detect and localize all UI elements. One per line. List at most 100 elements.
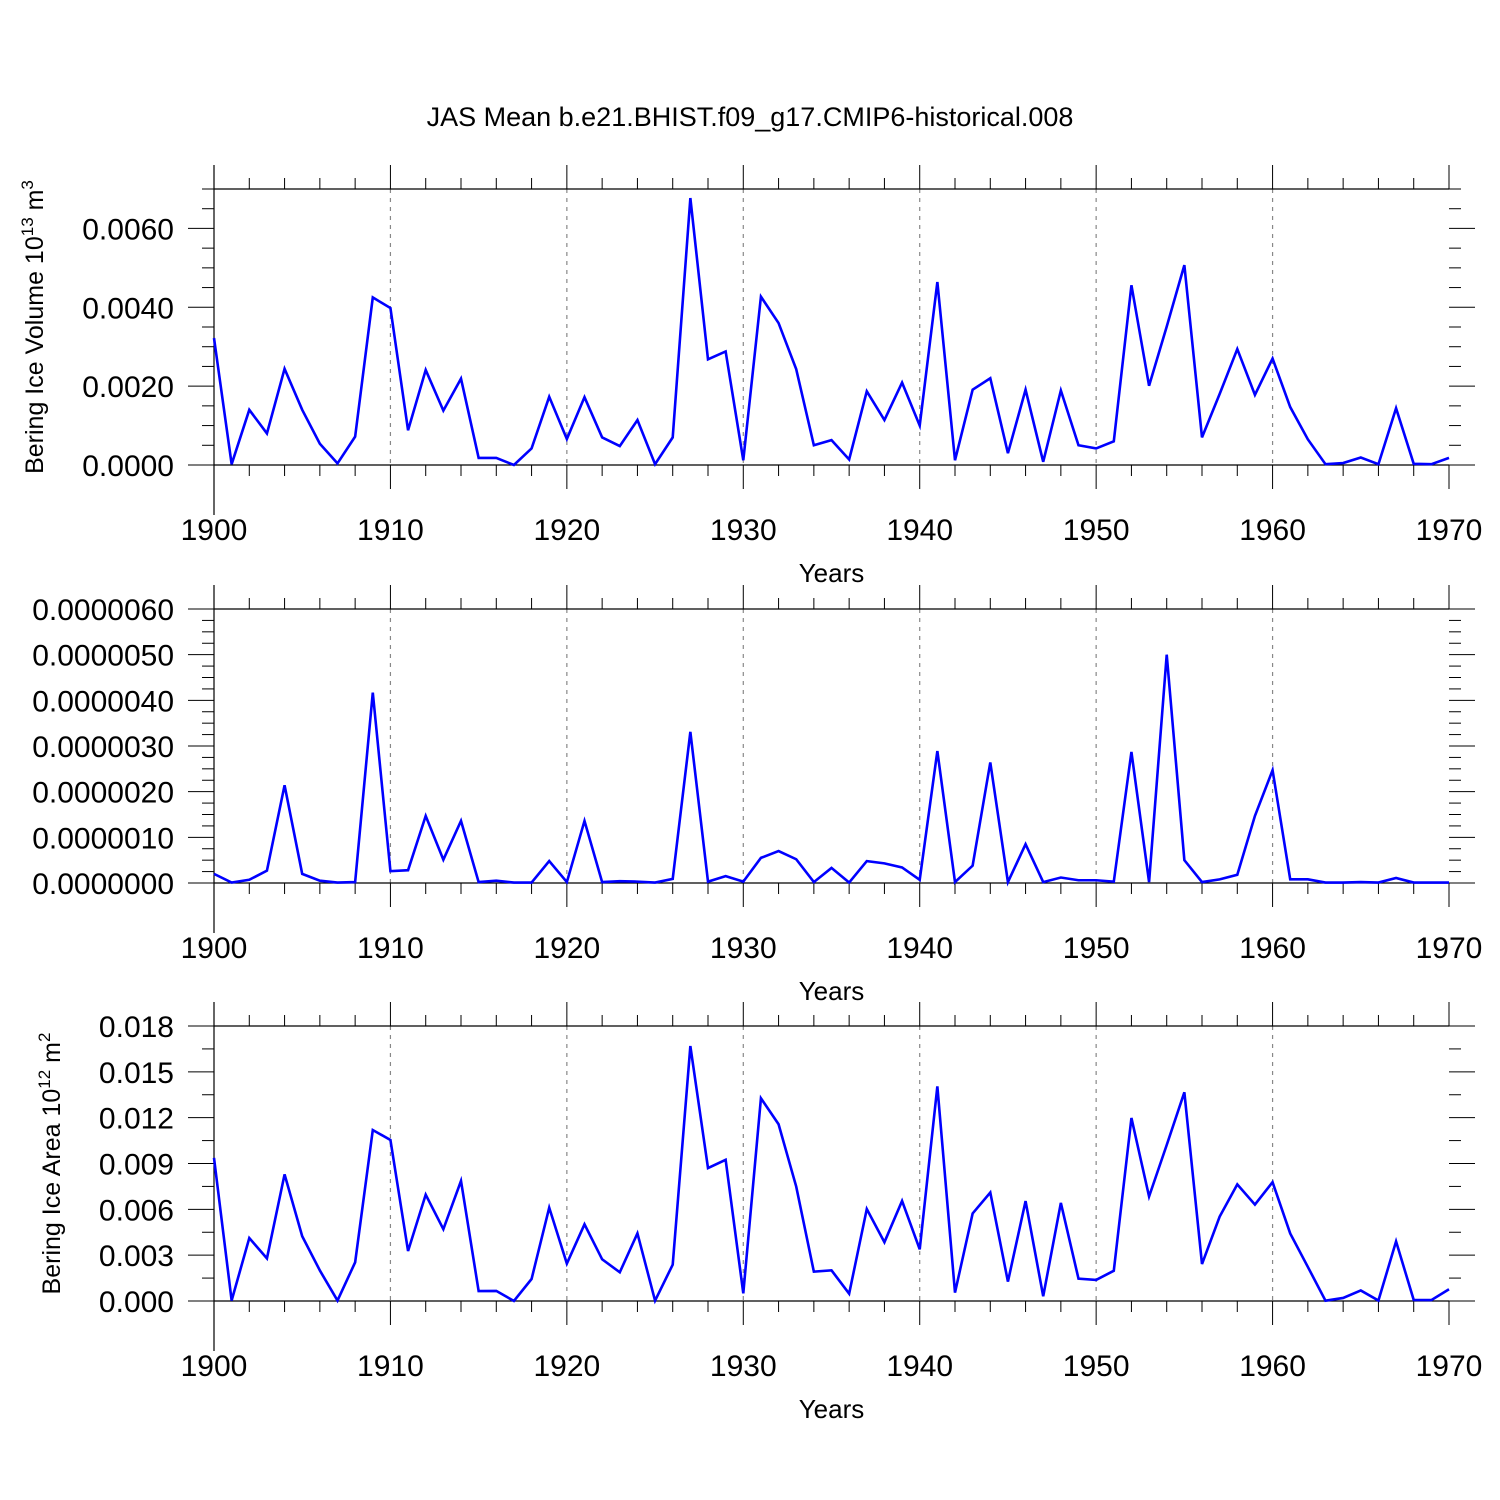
data-point: [1077, 444, 1079, 446]
data-point: [1342, 462, 1344, 464]
data-point: [954, 1291, 956, 1293]
series-line: [212, 197, 1450, 468]
data-point: [848, 881, 850, 883]
y-axis-label-exponent: 12: [35, 1070, 54, 1089]
data-point: [830, 867, 832, 869]
data-point: [407, 429, 409, 431]
y-tick-label: 0.018: [99, 1011, 174, 1044]
data-point: [283, 368, 285, 370]
data-point: [319, 443, 321, 445]
data-point: [1448, 457, 1450, 459]
panel-1: 1900 1910 1920 1930 1940 1950 1960 1970 0.0000 0.…: [18, 165, 1482, 588]
data-point: [477, 1290, 479, 1292]
data-point: [460, 1180, 462, 1182]
data-point: [601, 1258, 603, 1260]
data-point: [601, 881, 603, 883]
data-point: [1130, 751, 1132, 753]
data-point: [1430, 881, 1432, 883]
data-point: [566, 1262, 568, 1264]
y-tick-label: 0.0000040: [32, 685, 174, 718]
data-point: [1095, 879, 1097, 881]
data-point: [1007, 881, 1009, 883]
data-point: [936, 750, 938, 752]
x-axis-label: Years: [799, 1394, 865, 1424]
data-point: [266, 869, 268, 871]
data-point: [1377, 881, 1379, 883]
data-point: [1077, 1277, 1079, 1279]
y-axis-label-text: Bering Ice Area 10: [38, 1089, 66, 1295]
data-point: [283, 1173, 285, 1175]
data-point: [1183, 859, 1185, 861]
x-tick-label: 1950: [1063, 1350, 1130, 1383]
y-axis-label-unit-exponent: 2: [35, 1033, 54, 1042]
data-point: [530, 881, 532, 883]
data-point: [354, 435, 356, 437]
data-point: [248, 409, 250, 411]
y-tick-label: 0.012: [99, 1103, 174, 1136]
x-tick-label: 1910: [357, 932, 424, 965]
data-point: [389, 307, 391, 309]
data-point: [372, 691, 374, 693]
x-tick-label: 1900: [181, 1350, 248, 1383]
data-point: [971, 864, 973, 866]
data-point: [1289, 878, 1291, 880]
data-point: [760, 1097, 762, 1099]
data-point: [1413, 463, 1415, 465]
data-point: [460, 820, 462, 822]
y-tick-label: 0.003: [99, 1240, 174, 1273]
data-point: [1430, 463, 1432, 465]
data-point: [1342, 881, 1344, 883]
y-tick-label: 0.006: [99, 1194, 174, 1227]
data-point: [1095, 447, 1097, 449]
data-point: [1307, 1266, 1309, 1268]
data-point: [689, 1045, 691, 1047]
data-point: [795, 858, 797, 860]
data-point: [1042, 1295, 1044, 1297]
data-point: [1236, 874, 1238, 876]
data-point: [1360, 1289, 1362, 1291]
data-point: [425, 1193, 427, 1195]
data-point: [795, 1185, 797, 1187]
x-tick-label: 1920: [533, 932, 600, 965]
y-tick-label: 0.0000000: [32, 868, 174, 901]
data-point: [583, 396, 585, 398]
data-point: [389, 1139, 391, 1141]
data-point: [283, 784, 285, 786]
data-point: [1166, 1144, 1168, 1146]
data-point: [1448, 1288, 1450, 1290]
y-tick-label: 0.0020: [82, 371, 174, 404]
data-point: [954, 881, 956, 883]
data-point: [830, 1269, 832, 1271]
y-axis-label-unit-exponent: 3: [18, 180, 37, 189]
data-point: [830, 439, 832, 441]
y-tick-label: 0.0000: [82, 450, 174, 483]
data-point: [1395, 1240, 1397, 1242]
data-point: [477, 457, 479, 459]
series-line: [213, 654, 1449, 887]
x-tick-label: 1970: [1416, 932, 1483, 965]
data-point: [1413, 881, 1415, 883]
data-point: [1342, 1297, 1344, 1299]
data-point: [1413, 1299, 1415, 1301]
y-tick-label: 0.0000050: [32, 640, 174, 673]
y-axis-label-text: Bering Ice Volume 10: [21, 236, 49, 474]
data-point: [707, 358, 709, 360]
y-tick-label: 0.0000020: [32, 777, 174, 810]
series-line: [212, 1045, 1450, 1305]
x-tick-label: 1900: [181, 514, 248, 547]
data-point: [672, 436, 674, 438]
x-tick-label: 1910: [357, 514, 424, 547]
data-point: [319, 1269, 321, 1271]
data-point: [901, 1200, 903, 1202]
data-point: [1430, 1299, 1432, 1301]
data-point: [936, 1085, 938, 1087]
data-point: [619, 880, 621, 882]
x-tick-label: 1940: [886, 1350, 953, 1383]
data-point: [936, 281, 938, 283]
x-tick-label: 1910: [357, 1350, 424, 1383]
y-axis-label: Bering Ice Area 1012 m2: [35, 1033, 66, 1295]
data-point: [1218, 393, 1220, 395]
data-point: [230, 1299, 232, 1301]
data-point: [760, 857, 762, 859]
x-tick-label: 1960: [1239, 514, 1306, 547]
